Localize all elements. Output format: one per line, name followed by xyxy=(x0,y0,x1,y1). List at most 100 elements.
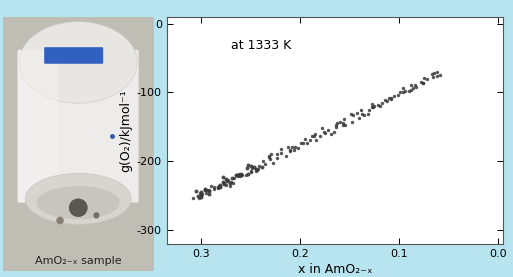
Point xyxy=(387,97,396,102)
Point xyxy=(219,180,227,184)
Point xyxy=(316,134,324,138)
Point xyxy=(357,108,365,112)
Ellipse shape xyxy=(93,212,100,219)
Point xyxy=(373,102,382,107)
Point xyxy=(189,196,197,200)
Point xyxy=(216,183,224,188)
Point xyxy=(201,188,209,193)
Point xyxy=(215,184,223,189)
Point xyxy=(394,93,402,98)
Point xyxy=(252,168,261,173)
Point xyxy=(196,194,205,199)
Point xyxy=(243,165,251,170)
Point xyxy=(205,191,213,196)
Point xyxy=(332,123,340,128)
Ellipse shape xyxy=(19,22,137,103)
Point xyxy=(420,76,428,80)
Point xyxy=(365,108,373,112)
Point xyxy=(215,185,224,189)
Point xyxy=(433,74,441,78)
Point xyxy=(255,163,264,168)
Point xyxy=(381,98,389,102)
Point xyxy=(306,138,314,142)
Point xyxy=(347,120,356,125)
Point xyxy=(273,152,281,156)
Point xyxy=(286,148,294,153)
Point xyxy=(327,132,336,136)
Point xyxy=(221,182,229,186)
Point xyxy=(368,102,377,107)
Point xyxy=(333,121,341,126)
Point xyxy=(282,153,290,158)
Point xyxy=(196,191,205,196)
Point xyxy=(214,186,222,190)
Point xyxy=(369,104,378,109)
Ellipse shape xyxy=(56,217,64,224)
Point xyxy=(265,154,273,159)
Point xyxy=(210,187,219,191)
Point xyxy=(222,177,230,181)
Point xyxy=(358,112,366,117)
Point xyxy=(247,164,255,168)
Point xyxy=(336,120,344,125)
Point xyxy=(339,123,347,127)
Point xyxy=(370,104,378,109)
Point xyxy=(385,96,393,101)
Point xyxy=(209,185,218,189)
Point xyxy=(401,89,409,94)
Point xyxy=(226,184,234,188)
Point xyxy=(265,154,273,159)
Point xyxy=(386,96,394,100)
Point xyxy=(433,70,441,75)
Point xyxy=(399,85,407,90)
Point xyxy=(254,167,262,171)
Point xyxy=(330,129,338,134)
Point xyxy=(355,116,363,120)
Point xyxy=(248,166,256,171)
Point xyxy=(423,77,431,81)
Point xyxy=(396,90,404,95)
Point xyxy=(235,173,244,178)
Point xyxy=(261,162,269,166)
Point xyxy=(311,132,319,136)
Point xyxy=(360,113,368,117)
Point xyxy=(364,112,372,116)
Point xyxy=(205,188,213,193)
Point xyxy=(198,191,206,196)
Point xyxy=(229,181,237,185)
FancyBboxPatch shape xyxy=(17,50,58,203)
Point xyxy=(419,80,427,85)
Point xyxy=(220,181,228,185)
Point xyxy=(233,173,241,178)
Point xyxy=(376,104,384,108)
Point xyxy=(278,147,286,151)
Ellipse shape xyxy=(25,173,131,224)
Point xyxy=(332,125,341,129)
Point xyxy=(341,123,349,127)
Point xyxy=(411,85,420,89)
Point xyxy=(252,169,261,173)
Point xyxy=(235,172,243,176)
Point xyxy=(258,165,266,170)
Point xyxy=(223,179,231,183)
Point xyxy=(291,145,299,149)
Point xyxy=(340,117,348,122)
Point xyxy=(224,178,232,182)
Point xyxy=(232,173,241,177)
Point xyxy=(246,168,254,173)
Point xyxy=(320,129,328,134)
Point xyxy=(267,152,275,157)
Point xyxy=(273,155,281,160)
Point xyxy=(203,188,211,192)
Point xyxy=(207,184,215,189)
Point xyxy=(417,79,425,84)
Y-axis label: g(O₂)/kJmol⁻¹: g(O₂)/kJmol⁻¹ xyxy=(120,89,132,171)
Point xyxy=(268,161,277,165)
Point xyxy=(266,157,274,161)
Point xyxy=(288,145,297,150)
Point xyxy=(194,193,203,198)
Point xyxy=(410,83,419,87)
Text: at 1333 K: at 1333 K xyxy=(231,39,291,52)
Point xyxy=(197,193,205,197)
Point xyxy=(277,151,285,155)
